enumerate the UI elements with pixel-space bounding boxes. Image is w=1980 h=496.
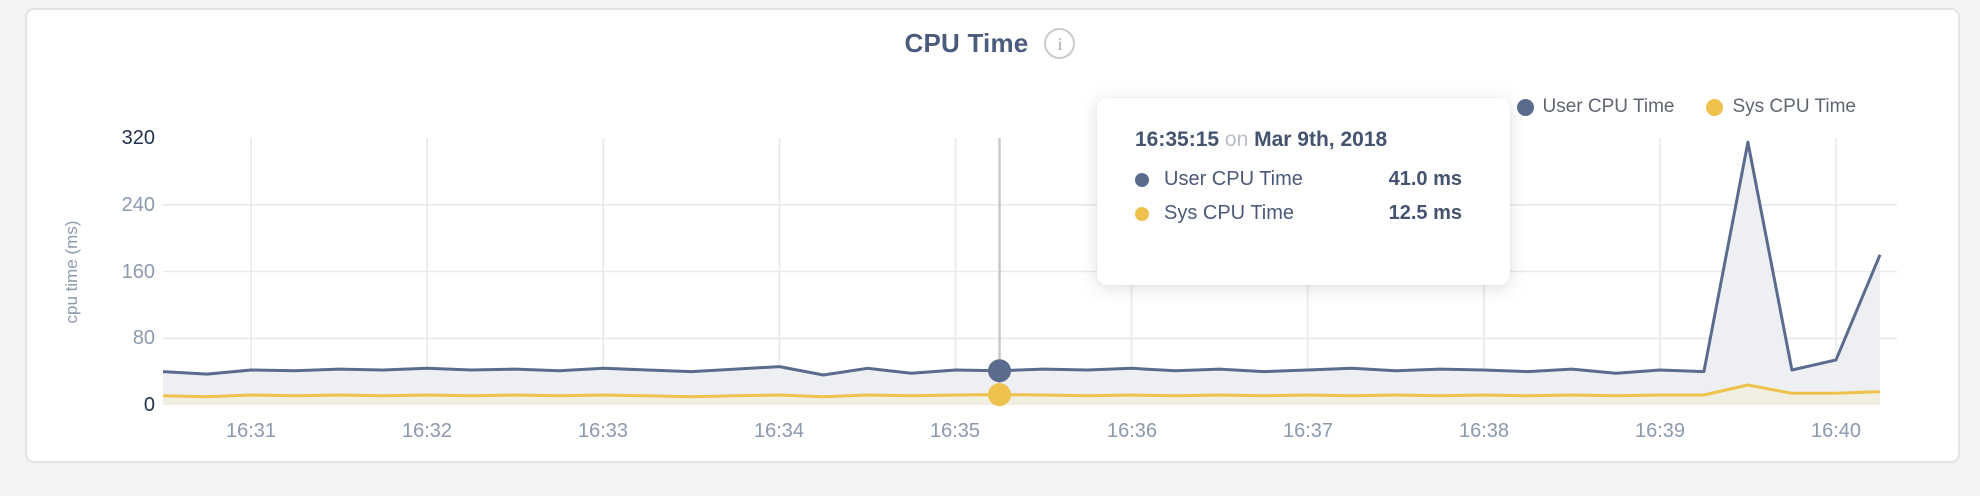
x-axis-tick: 16:35 xyxy=(929,420,981,442)
x-axis-tick: 16:37 xyxy=(1282,420,1334,442)
tooltip-series-value: 41.0 ms xyxy=(1388,168,1462,190)
tooltip-row-user: User CPU Time 41.0 ms xyxy=(1135,168,1462,191)
legend-label: Sys CPU Time xyxy=(1732,96,1856,117)
tooltip-series-value: 12.5 ms xyxy=(1388,202,1462,224)
x-axis-tick: 16:32 xyxy=(401,420,453,442)
chart-legend: User CPU Time Sys CPU Time xyxy=(1516,96,1856,118)
legend-dot-sys-icon xyxy=(1706,98,1724,116)
legend-item-user-cpu-time[interactable]: User CPU Time xyxy=(1516,96,1675,118)
y-axis-tick: 80 xyxy=(132,327,155,349)
tooltip-row-sys: Sys CPU Time 12.5 ms xyxy=(1135,202,1462,225)
tooltip-connector: on xyxy=(1224,128,1249,151)
x-axis-tick: 16:40 xyxy=(1810,420,1862,442)
x-axis-tick: 16:39 xyxy=(1634,420,1686,442)
y-axis-tick: 320 xyxy=(121,127,155,149)
tooltip-time: 16:35:15 xyxy=(1135,128,1220,151)
tooltip-series-label: Sys CPU Time xyxy=(1164,202,1295,224)
legend-item-sys-cpu-time[interactable]: Sys CPU Time xyxy=(1706,96,1856,118)
chart-tooltip: 16:35:15 on Mar 9th, 2018 User CPU Time … xyxy=(1097,98,1510,285)
chart-header: CPU Time i xyxy=(0,28,1980,59)
x-axis-tick: 16:31 xyxy=(225,420,277,442)
x-axis-tick: 16:38 xyxy=(1458,420,1510,442)
y-axis-tick: 160 xyxy=(121,261,155,283)
y-axis-label: cpu time (ms) xyxy=(62,220,81,324)
tooltip-series-label: User CPU Time xyxy=(1164,168,1303,190)
info-icon[interactable]: i xyxy=(1044,28,1076,59)
x-axis-tick: 16:33 xyxy=(577,420,629,442)
y-axis-tick: 240 xyxy=(121,194,155,216)
tooltip-dot-sys-icon xyxy=(1135,206,1149,221)
legend-label: User CPU Time xyxy=(1542,96,1675,117)
tooltip-date: Mar 9th, 2018 xyxy=(1254,128,1388,151)
legend-dot-user-icon xyxy=(1516,98,1534,116)
chart-title: CPU Time xyxy=(904,28,1029,58)
x-axis-tick: 16:36 xyxy=(1106,420,1158,442)
tooltip-dot-user-icon xyxy=(1135,172,1149,187)
x-axis-tick: 16:34 xyxy=(753,420,805,442)
tooltip-timestamp: 16:35:15 on Mar 9th, 2018 xyxy=(1135,128,1462,152)
y-axis-tick: 0 xyxy=(143,394,155,416)
